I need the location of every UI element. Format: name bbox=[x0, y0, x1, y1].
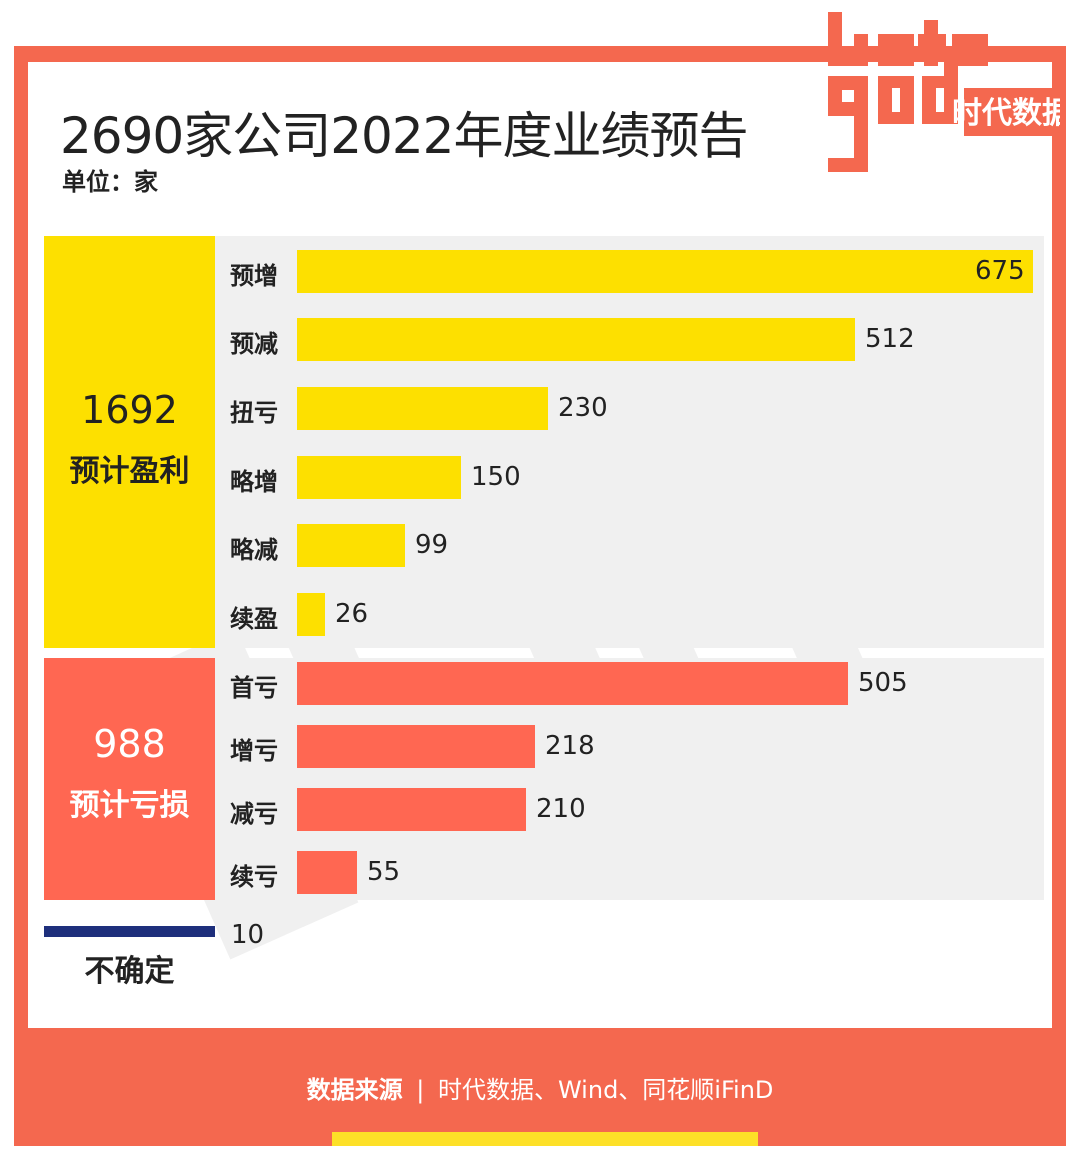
source-label: 数据来源 bbox=[306, 1076, 403, 1104]
bar-value-label: 99 bbox=[415, 530, 449, 560]
data-source: 数据来源 | 时代数据、Wind、同花顺iFinD bbox=[0, 1070, 1080, 1105]
category-label: 预减 bbox=[230, 330, 278, 358]
bar bbox=[297, 524, 405, 567]
group-name: 预计盈利 bbox=[69, 454, 190, 489]
category-label: 续盈 bbox=[230, 605, 278, 633]
brand-logo: 时代数据 bbox=[828, 12, 1060, 172]
bar-value-label: 26 bbox=[335, 599, 369, 629]
bar bbox=[297, 662, 848, 705]
group-total: 1692 bbox=[81, 388, 178, 432]
category-label: 首亏 bbox=[230, 674, 278, 702]
uncertain-marker bbox=[44, 926, 215, 937]
chart-title: 2690家公司2022年度业绩预告 bbox=[60, 107, 748, 165]
group-total: 988 bbox=[93, 722, 166, 766]
logo-text: 时代数据 bbox=[952, 96, 1060, 131]
bar-value-label: 150 bbox=[471, 462, 521, 492]
bar bbox=[297, 788, 526, 831]
source-separator: | bbox=[416, 1076, 425, 1104]
category-label: 预增 bbox=[230, 262, 278, 290]
category-label: 续亏 bbox=[230, 863, 278, 891]
bar bbox=[297, 725, 535, 768]
bar-value-label: 230 bbox=[558, 393, 608, 423]
bar-value-label: 218 bbox=[545, 731, 595, 761]
category-label: 扭亏 bbox=[230, 399, 278, 427]
bar-value-label: 505 bbox=[858, 668, 908, 698]
footer-accent-strip bbox=[332, 1132, 758, 1146]
source-text: 时代数据、Wind、同花顺iFinD bbox=[437, 1076, 774, 1104]
bar bbox=[297, 593, 325, 636]
group-name: 预计亏损 bbox=[69, 788, 190, 823]
bar bbox=[297, 318, 855, 361]
bar-value-label: 210 bbox=[536, 794, 586, 824]
group-box: 1692 预计盈利 bbox=[44, 236, 215, 648]
group-value-uncertain: 10 bbox=[231, 920, 265, 950]
bar bbox=[297, 387, 548, 430]
category-label: 略增 bbox=[230, 468, 278, 496]
group-name-uncertain: 不确定 bbox=[84, 954, 175, 989]
bar-value-label: 675 bbox=[975, 256, 1025, 286]
group-box: 988 预计亏损 bbox=[44, 658, 215, 900]
bar-value-label: 512 bbox=[865, 324, 915, 354]
bar bbox=[297, 851, 357, 894]
category-label: 略减 bbox=[230, 536, 278, 564]
bar bbox=[297, 456, 461, 499]
unit-label: 单位：家 bbox=[62, 168, 158, 196]
bar-value-label: 55 bbox=[367, 857, 401, 887]
bar bbox=[297, 250, 1033, 293]
category-label: 减亏 bbox=[230, 800, 278, 828]
category-label: 增亏 bbox=[230, 737, 278, 765]
